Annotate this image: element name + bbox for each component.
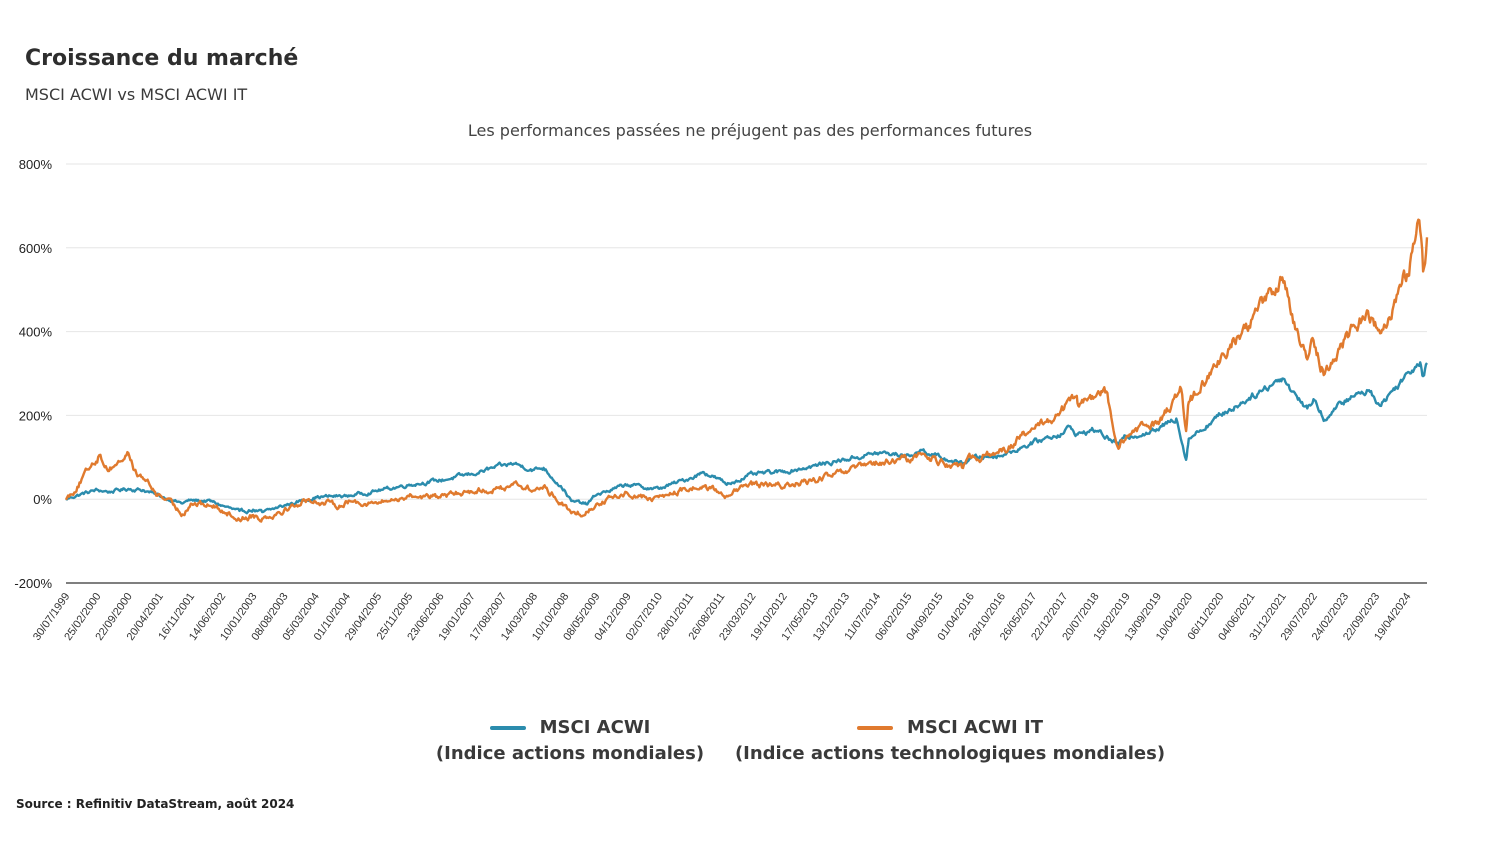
chart-title: Croissance du marché <box>25 46 299 71</box>
legend-swatch-msci-acwi-it <box>857 726 893 730</box>
source-note: Source : Refinitiv DataStream, août 2024 <box>16 797 295 811</box>
y-tick-label: 0% <box>33 492 52 507</box>
y-tick-label: 800% <box>19 157 53 172</box>
legend-item-msci-acwi: MSCI ACWI (Indice actions mondiales) <box>430 715 710 767</box>
series-line-msci-acwi-it <box>64 218 1429 523</box>
series-line-msci-acwi <box>65 361 1428 515</box>
performance-disclaimer: Les performances passées ne préjugent pa… <box>467 121 1033 140</box>
legend-description-msci-acwi-it: (Indice actions technologiques mondiales… <box>734 743 1166 764</box>
legend-description-msci-acwi: (Indice actions mondiales) <box>435 743 705 764</box>
y-tick-label: 600% <box>19 241 53 256</box>
y-tick-label: 400% <box>19 325 53 340</box>
y-tick-label: -200% <box>14 576 52 591</box>
legend-label-msci-acwi: MSCI ACWI <box>539 717 651 738</box>
line-chart: 800%600%400%200%0%-200%30/07/199925/02/2… <box>14 157 1429 643</box>
y-tick-label: 200% <box>19 408 53 423</box>
legend-label-msci-acwi-it: MSCI ACWI IT <box>907 717 1043 738</box>
legend-swatch-msci-acwi <box>489 726 526 730</box>
legend-item-msci-acwi-it: MSCI ACWI IT (Indice actions technologiq… <box>730 715 1170 767</box>
chart-subtitle: MSCI ACWI vs MSCI ACWI IT <box>25 85 248 104</box>
